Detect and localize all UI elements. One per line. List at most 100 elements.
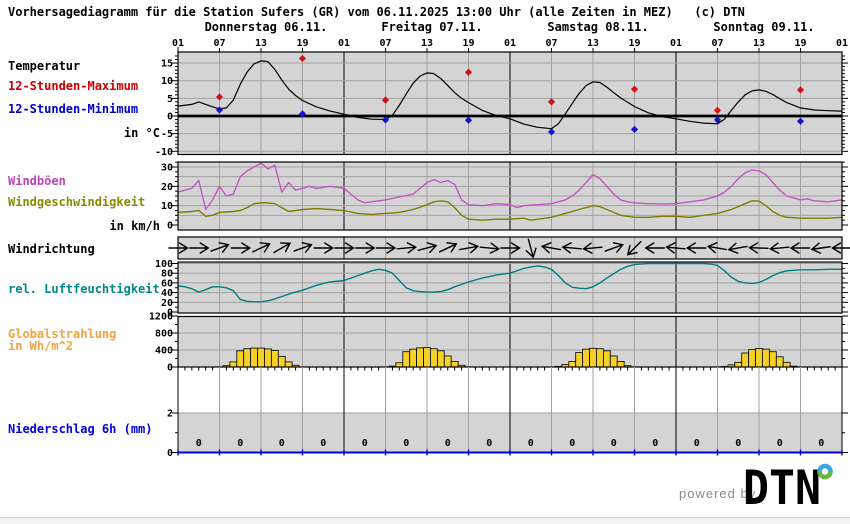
svg-text:01: 01 [172, 38, 184, 49]
radiation-bar [409, 348, 418, 368]
12-Stunden-Maximum [713, 106, 722, 114]
radiation-bar [616, 361, 625, 368]
svg-text:01: 01 [338, 38, 350, 49]
svg-text:0: 0 [403, 438, 409, 449]
radiation-bar [277, 355, 286, 368]
svg-text:01: 01 [504, 38, 516, 49]
svg-text:-5: -5 [161, 129, 173, 140]
radiation-bar [596, 348, 604, 368]
svg-text:40: 40 [161, 288, 173, 299]
label-wind-direction: Windrichtung [8, 242, 95, 256]
wind-arrow [727, 242, 748, 254]
dtn-logo-text: DTN [743, 461, 821, 516]
svg-text:0: 0 [486, 438, 492, 449]
svg-text:10: 10 [161, 76, 173, 87]
svg-text:0: 0 [735, 438, 741, 449]
wind-arrow [604, 242, 624, 253]
wind-arrow [525, 238, 537, 259]
label-wind-speed: Windgeschwindigkeit [8, 195, 146, 209]
svg-text:Donnerstag 06.11.: Donnerstag 06.11. [205, 20, 328, 34]
wind-arrow [273, 242, 292, 254]
wind-arrow [293, 242, 313, 253]
svg-text:0: 0 [445, 438, 451, 449]
12-Stunden-Minimum [547, 128, 556, 136]
12-Stunden-Minimum [215, 106, 224, 114]
svg-text:0: 0 [320, 438, 326, 449]
svg-text:0: 0 [694, 438, 700, 449]
svg-text:07: 07 [711, 38, 723, 49]
footer-band [0, 517, 850, 524]
svg-text:0: 0 [611, 438, 617, 449]
wind-arrow [210, 242, 230, 253]
wind-arrow [252, 242, 271, 253]
svg-text:Freitag 07.11.: Freitag 07.11. [381, 20, 482, 34]
radiation-bar [395, 362, 404, 368]
radiation-bar [264, 348, 272, 368]
wind-arrow [706, 242, 728, 254]
svg-text:1200: 1200 [149, 312, 173, 323]
wind-arrow [458, 242, 480, 254]
12-Stunden-Minimum [464, 116, 473, 124]
radiation-bar [748, 349, 756, 368]
radiation-bar [443, 355, 452, 368]
svg-text:5: 5 [167, 94, 173, 105]
wind-arrow [500, 242, 521, 254]
wind-arrow [438, 242, 458, 253]
12-Stunden-Maximum [298, 54, 307, 63]
wind-arrow [789, 242, 811, 254]
radiation-bar [609, 355, 618, 368]
wind-arrow [665, 242, 686, 254]
12-Stunden-Minimum [796, 117, 805, 125]
svg-text:0: 0 [279, 438, 285, 449]
svg-text:0: 0 [652, 438, 658, 449]
radiation-bar [768, 351, 777, 368]
radiation-bar [416, 347, 424, 368]
label-temperature: Temperatur [8, 59, 81, 73]
wind-arrow [417, 242, 438, 254]
svg-text:0: 0 [167, 363, 173, 374]
wind-arrow [334, 242, 355, 254]
radiation-bar [762, 348, 770, 368]
label-humidity: rel. Luftfeuchtigkeit [8, 282, 160, 296]
svg-text:13: 13 [587, 38, 599, 49]
svg-text:-10: -10 [155, 147, 173, 158]
label-wind-gusts: Windböen [8, 174, 66, 188]
svg-text:10: 10 [161, 201, 173, 212]
svg-text:13: 13 [753, 38, 765, 49]
radiation-bar [436, 350, 445, 368]
radiation-bar [229, 361, 238, 368]
svg-text:13: 13 [421, 38, 433, 49]
svg-text:20: 20 [161, 182, 173, 193]
12-Stunden-Minimum [298, 110, 307, 118]
label-temp-unit: in °C [123, 126, 160, 140]
svg-text:0: 0 [196, 438, 202, 449]
radiation-bar [257, 347, 265, 368]
wind-arrow [230, 242, 252, 254]
wind-arrow [540, 242, 562, 254]
svg-text:400: 400 [155, 346, 173, 357]
svg-text:80: 80 [161, 269, 173, 280]
svg-text:07: 07 [213, 38, 225, 49]
svg-text:19: 19 [794, 38, 806, 49]
12-Stunden-Minimum [713, 116, 722, 124]
svg-text:0: 0 [362, 438, 368, 449]
dtn-logo-dot [817, 463, 833, 480]
svg-text:0: 0 [167, 221, 173, 232]
forecast-chart: Donnerstag 06.11. Freitag 07.11. Samstag 0… [149, 20, 850, 459]
radiation-bar [782, 361, 791, 368]
radiation-bar [568, 361, 577, 368]
svg-text:2: 2 [167, 409, 173, 420]
wind-arrow [748, 242, 769, 254]
radiation-bar [423, 347, 431, 368]
svg-text:20: 20 [161, 298, 173, 309]
wind-arrow [479, 242, 501, 254]
12-Stunden-Maximum [381, 96, 390, 104]
radiation-bar [755, 348, 763, 368]
svg-text:0: 0 [528, 438, 534, 449]
svg-text:19: 19 [628, 38, 640, 49]
label-wind-unit: in km/h [109, 219, 160, 233]
svg-text:01: 01 [836, 38, 848, 49]
label-precipitation: Niederschlag 6h (mm) [8, 422, 153, 436]
12-Stunden-Minimum [381, 116, 390, 124]
